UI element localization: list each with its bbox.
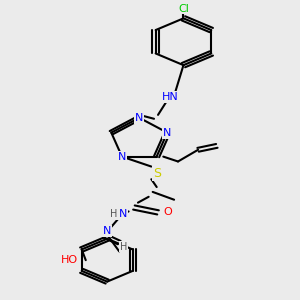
Text: N: N	[118, 152, 126, 162]
Text: N: N	[135, 113, 143, 123]
Text: H: H	[110, 209, 118, 219]
Text: O: O	[163, 207, 172, 218]
Text: N: N	[103, 226, 111, 236]
Text: N: N	[163, 128, 172, 138]
Text: N: N	[119, 209, 128, 219]
Text: Cl: Cl	[178, 4, 189, 14]
Text: H: H	[119, 242, 127, 251]
Text: HN: HN	[162, 92, 178, 102]
Text: HO: HO	[61, 255, 78, 265]
Text: S: S	[153, 167, 161, 180]
